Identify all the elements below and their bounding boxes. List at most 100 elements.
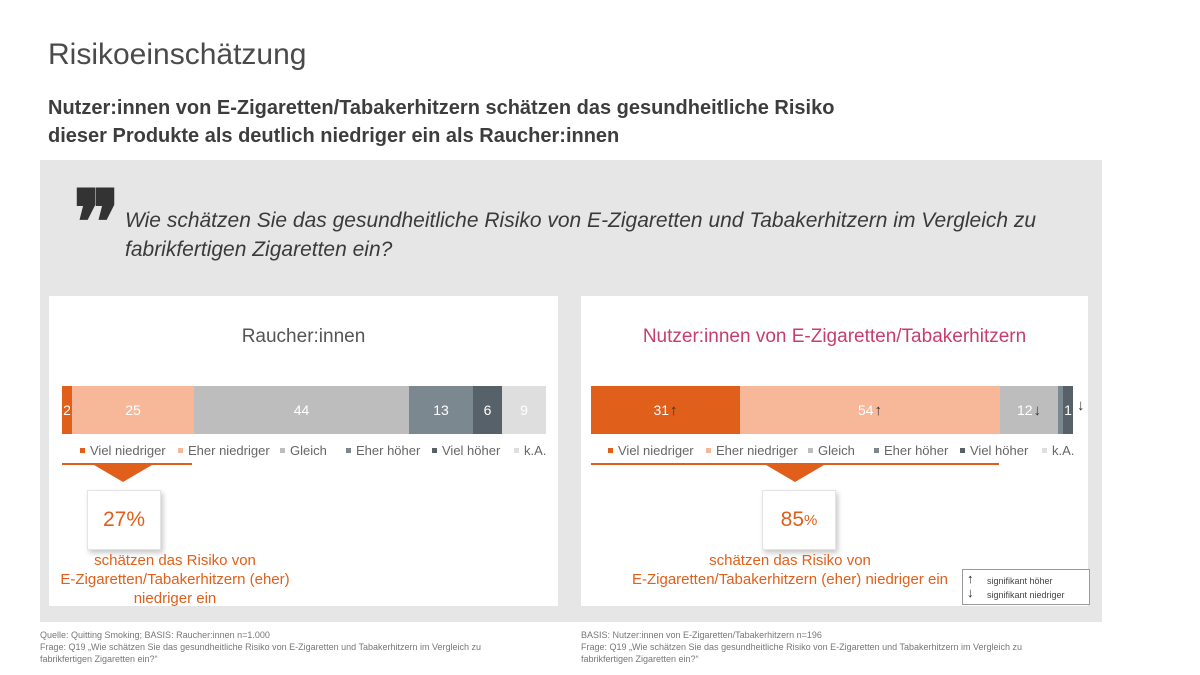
bar-segment-gleich: 44	[194, 386, 409, 434]
bar-value-label: 2	[63, 402, 71, 418]
significance-lower-label: signifikant niedriger	[987, 590, 1065, 600]
legend-item-gleich: Gleich	[808, 443, 855, 458]
highlight-line-nutzer	[591, 463, 999, 465]
bar-segment-viel-hoeher: 6	[473, 386, 502, 434]
significance-arrows-icon: ↑ ↓	[967, 571, 974, 600]
bar-value-label: 13	[433, 402, 449, 418]
significance-legend: ↑ ↓ signifikant höher signifikant niedrig…	[962, 569, 1090, 605]
legend-label: Gleich	[818, 443, 855, 458]
significant-higher-icon: ↑	[670, 401, 678, 419]
significance-higher-label: signifikant höher	[987, 576, 1053, 586]
legend-swatch	[608, 448, 613, 454]
bar-segment-viel-niedriger: 31 ↑	[591, 386, 740, 434]
question-line-2: fabrikfertigen Zigaretten ein?	[125, 238, 393, 261]
kpi-unit-nutzer: %	[804, 511, 818, 529]
bar-segment-eher-hoeher: 13	[409, 386, 473, 434]
legend-item-viel-niedriger: Viel niedriger	[608, 443, 694, 458]
legend-label: k.A.	[1052, 443, 1075, 458]
legend-swatch	[80, 448, 85, 454]
kpi-caption-line: schätzen das Risiko von	[94, 552, 256, 569]
bar-segment-eher-hoeher	[1058, 386, 1063, 434]
highlight-pointer-nutzer	[766, 465, 824, 482]
quote-icon: ❞	[73, 170, 120, 274]
kpi-caption-line: niedriger ein	[133, 590, 217, 607]
source-line: BASIS: Nutzer:innen von E-Zigaretten/Tab…	[581, 630, 822, 640]
chart-title-nutzer: Nutzer:innen von E-Zigaretten/Tabakerhit…	[642, 326, 1027, 347]
stacked-bar-raucher: 2 25 44 13 6 9	[62, 386, 546, 434]
chart-title-raucher: Raucher:innen	[241, 326, 366, 347]
legend-item-gleich: Gleich	[280, 443, 327, 458]
headline: Nutzer:innen von E-Zigaretten/Tabakerhit…	[48, 94, 948, 150]
legend-swatch	[960, 448, 965, 454]
page-title: Risikoeinschätzung	[48, 38, 307, 71]
legend-item-eher-hoeher: Eher höher	[346, 443, 420, 458]
legend-item-ka: k.A.	[1042, 443, 1074, 458]
kpi-box-nutzer: 85%	[762, 490, 836, 550]
legend-item-viel-niedriger: Viel niedriger	[80, 443, 166, 458]
legend-swatch	[346, 448, 351, 454]
question-line-1: Wie schätzen Sie das gesundheitliche Ris…	[125, 209, 1037, 232]
source-line: fabrikfertigen Zigaretten ein?“	[581, 654, 699, 664]
kpi-value-raucher: 27	[102, 508, 127, 531]
legend-swatch	[514, 448, 519, 454]
significant-lower-icon: ↓	[1077, 397, 1085, 414]
chart-card-nutzer	[581, 296, 1088, 606]
stacked-bar-nutzer: 31 ↑ 54 ↑ 12 ↓ 1	[591, 386, 1073, 434]
legend-label: Eher höher	[884, 443, 949, 458]
legend-label: Gleich	[290, 443, 327, 458]
source-line: Quelle: Quitting Smoking; BASIS: Raucher…	[40, 630, 270, 640]
bar-value-label: 44	[293, 402, 310, 418]
legend-label: Viel höher	[442, 443, 501, 458]
bar-segment-gleich: 12 ↓	[1000, 386, 1058, 434]
legend-item-eher-niedriger: Eher niedriger	[706, 443, 798, 458]
headline-line-1: Nutzer:innen von E-Zigaretten/Tabakerhit…	[48, 97, 835, 119]
legend-swatch	[1042, 448, 1047, 454]
bar-segment-ka: 9	[502, 386, 546, 434]
legend-item-eher-hoeher: Eher höher	[874, 443, 948, 458]
kpi-caption-line: E-Zigaretten/Tabakerhitzern (eher)	[60, 571, 290, 588]
legend-label: Eher höher	[356, 443, 421, 458]
legend-label: Viel niedriger	[618, 443, 694, 458]
bar-value-label: 54	[857, 402, 874, 418]
legend-label: k.A.	[524, 443, 547, 458]
legend-label: Eher niedriger	[188, 443, 270, 458]
legend-label: Viel höher	[970, 443, 1029, 458]
legend-item-ka: k.A.	[514, 443, 546, 458]
source-note-right: BASIS: Nutzer:innen von E-Zigaretten/Tab…	[581, 629, 1141, 665]
source-line: Frage: Q19 „Wie schätzen Sie das gesundh…	[581, 642, 1023, 652]
source-line: Frage: Q19 „Wie schätzen Sie das gesundh…	[40, 642, 482, 652]
bar-value-label: 25	[125, 402, 141, 418]
bar-segment-eher-niedriger: 54 ↑	[740, 386, 1000, 434]
significant-higher-icon: ↑	[874, 401, 883, 419]
legend-item-viel-hoeher: Viel höher	[432, 443, 500, 458]
kpi-caption-nutzer: schätzen das Risiko von E-Zigaretten/Tab…	[620, 551, 960, 589]
source-note-left: Quelle: Quitting Smoking; BASIS: Raucher…	[40, 629, 560, 665]
legend-item-viel-hoeher: Viel höher	[960, 443, 1028, 458]
kpi-value-nutzer: 85	[780, 508, 804, 531]
chart-card-raucher	[49, 296, 558, 606]
bar-value-label: 31	[653, 402, 670, 418]
bar-segment-viel-niedriger: 2	[62, 386, 72, 434]
highlight-pointer-raucher	[94, 465, 152, 482]
legend-label: Viel niedriger	[90, 443, 166, 458]
bar-segment-viel-hoeher: 1	[1063, 386, 1073, 434]
kpi-caption-raucher: schätzen das Risiko von E-Zigaretten/Tab…	[49, 551, 301, 608]
headline-line-2: dieser Produkte als deutlich niedriger e…	[48, 125, 620, 147]
legend-swatch	[280, 448, 285, 454]
kpi-box-raucher: 27%	[87, 490, 161, 550]
legend-swatch	[432, 448, 437, 454]
legend-item-eher-niedriger: Eher niedriger	[178, 443, 270, 458]
question-text: Wie schätzen Sie das gesundheitliche Ris…	[125, 206, 1045, 264]
bar-value-label: 6	[483, 402, 492, 418]
kpi-caption-line: schätzen das Risiko von	[709, 552, 871, 569]
significant-lower-icon: ↓	[1033, 401, 1042, 419]
legend-swatch	[808, 448, 813, 454]
bar-value-label: 9	[520, 402, 528, 418]
kpi-unit-raucher: %	[126, 508, 146, 531]
bar-value-label: 12	[1016, 402, 1033, 418]
legend-swatch	[178, 448, 183, 454]
legend-swatch	[874, 448, 879, 454]
kpi-caption-line: E-Zigaretten/Tabakerhitzern (eher) niedr…	[632, 571, 948, 588]
highlight-line-raucher	[62, 463, 192, 465]
bar-value-label: 1	[1064, 402, 1072, 418]
